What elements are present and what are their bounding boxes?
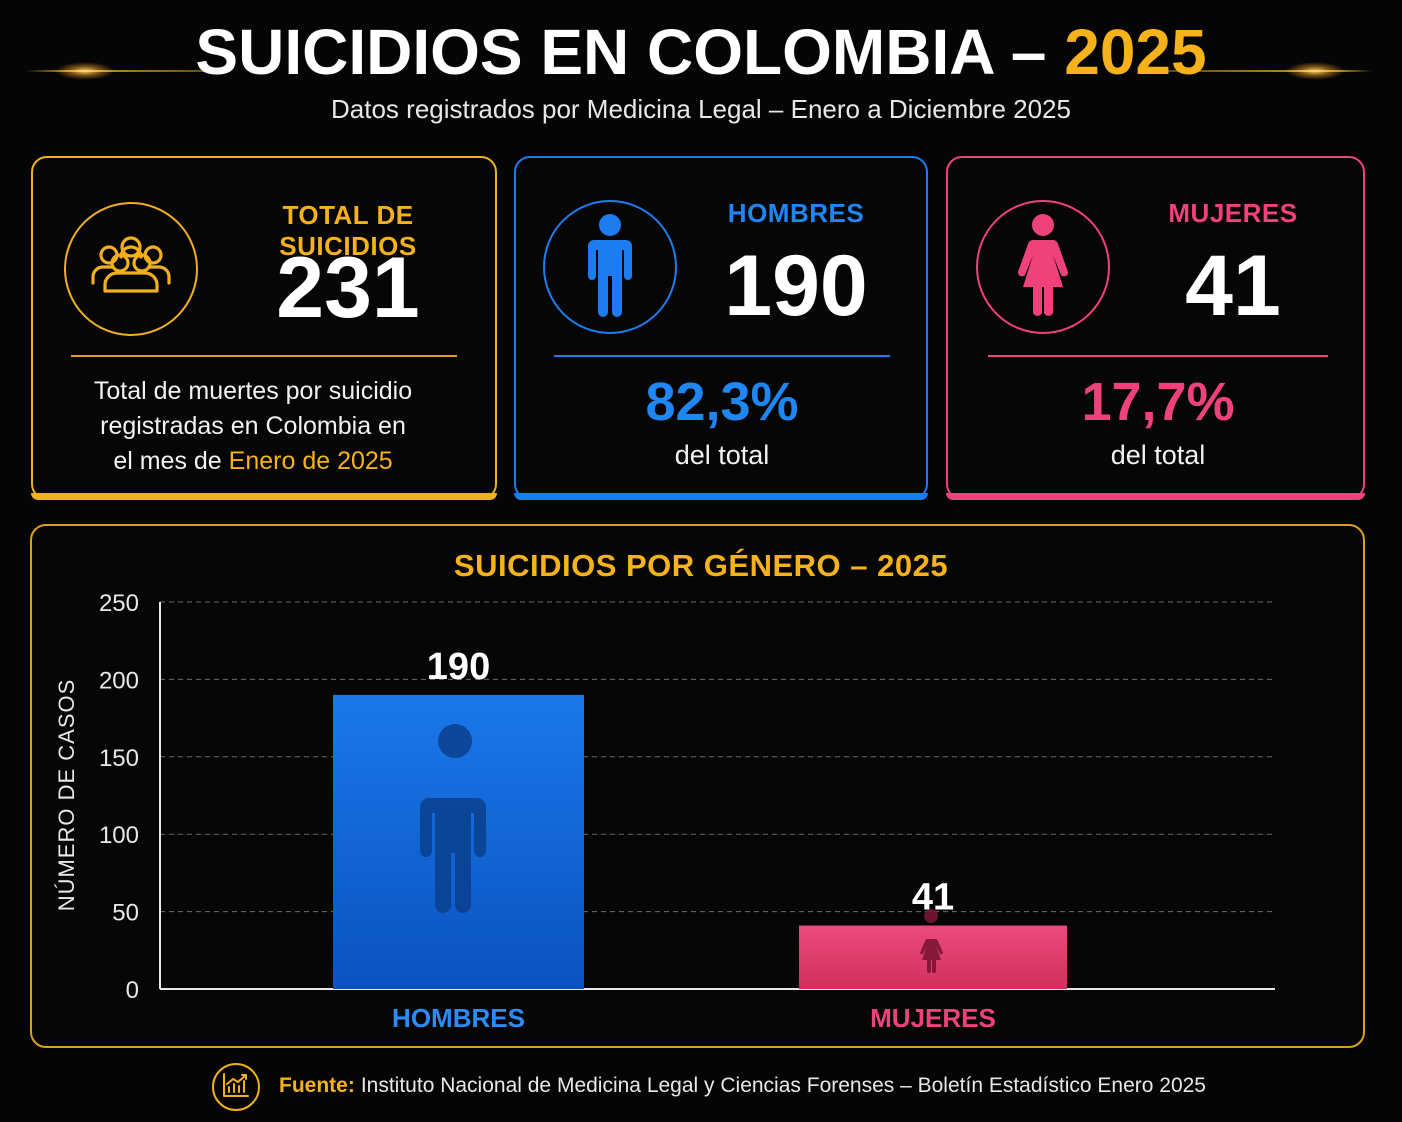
title-year: 2025 <box>1064 16 1207 88</box>
header-glow-left <box>55 62 115 80</box>
x-category-label: MUJERES <box>870 1003 996 1033</box>
header-glow-right <box>1285 62 1345 80</box>
x-category-label: HOMBRES <box>392 1003 525 1033</box>
women-card-bottom-bar <box>946 493 1365 500</box>
total-desc-line2: registradas en Colombia en <box>100 412 406 440</box>
men-percent-sub: del total <box>674 440 770 470</box>
women-value: 41 <box>1185 238 1281 334</box>
women-divider <box>988 355 1328 357</box>
y-tick-label: 150 <box>99 745 139 772</box>
men-percent: 82,3% <box>645 372 799 432</box>
total-desc-line3: el mes de Enero de 2025 <box>63 444 443 479</box>
women-percent: 17,7% <box>1081 372 1235 432</box>
man-icon <box>585 213 635 322</box>
y-tick-label: 50 <box>112 900 139 927</box>
header-decoration-left <box>25 70 220 72</box>
footer-icon-circle <box>212 1063 260 1111</box>
total-description: Total de muertes por suicidio registrada… <box>63 374 443 479</box>
y-tick-label: 0 <box>126 977 139 1004</box>
chart-title: SUICIDIOS POR GÉNERO – 2025 <box>453 548 949 583</box>
total-value: 231 <box>276 240 420 336</box>
total-icon-circle <box>64 202 198 336</box>
women-percent-sub: del total <box>1110 440 1206 470</box>
total-label: TOTAL DE SUICIDIOS <box>279 200 417 261</box>
total-card: TOTAL DE SUICIDIOS 231 Total de muertes … <box>31 156 497 500</box>
total-desc-highlight: Enero de 2025 <box>228 447 393 475</box>
women-icon-circle <box>976 200 1110 334</box>
page-subtitle: Datos registrados por Medicina Legal – E… <box>331 94 1071 124</box>
women-label: MUJERES <box>1168 198 1298 228</box>
men-label: HOMBRES <box>727 198 865 228</box>
page-title: SUICIDIOS EN COLOMBIA – 2025 <box>0 14 1402 90</box>
total-desc-line1: Total de muertes por suicidio <box>93 377 413 405</box>
men-icon-circle <box>543 200 677 334</box>
men-card-bottom-bar <box>514 493 928 500</box>
chart-panel <box>30 524 1365 1048</box>
y-tick-label: 200 <box>99 667 139 694</box>
total-desc-line3-prefix: el mes de <box>113 447 229 475</box>
men-value: 190 <box>724 238 868 334</box>
men-card: HOMBRES 190 82,3% del total <box>514 156 928 500</box>
footer-source-label: Fuente: <box>279 1074 355 1097</box>
men-divider <box>554 355 890 357</box>
total-card-bottom-bar <box>31 493 497 500</box>
y-axis-label: NÚMERO DE CASOS <box>54 679 79 912</box>
chart-growth-icon <box>222 1072 250 1103</box>
footer-source: Fuente: Instituto Nacional de Medicina Le… <box>279 1074 1206 1098</box>
y-tick-label: 250 <box>99 590 139 617</box>
man-icon <box>420 724 486 913</box>
total-divider <box>71 355 457 357</box>
women-card: MUJERES 41 17,7% del total <box>946 156 1365 500</box>
header-decoration-right <box>1158 70 1373 72</box>
title-main: SUICIDIOS EN COLOMBIA – <box>195 16 1065 88</box>
y-tick-label: 100 <box>99 822 139 849</box>
bar-data-label: 190 <box>427 646 490 688</box>
woman-icon <box>920 909 943 973</box>
footer-source-text: Instituto Nacional de Medicina Legal y C… <box>360 1074 1206 1097</box>
people-group-icon <box>87 235 175 304</box>
woman-icon <box>1015 213 1071 322</box>
